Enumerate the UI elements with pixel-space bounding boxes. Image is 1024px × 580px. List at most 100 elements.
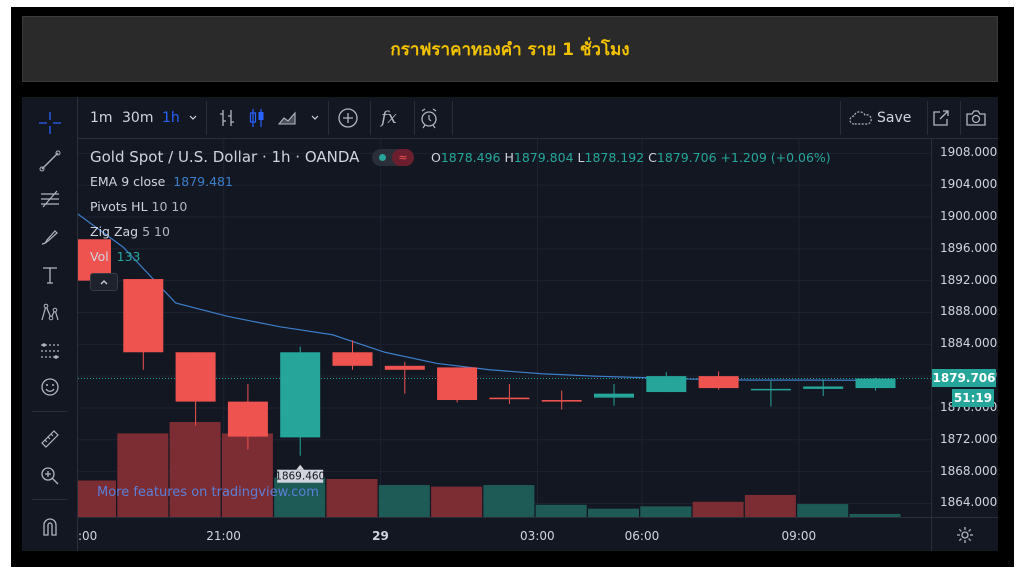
measure-lines-icon[interactable]: [34, 337, 66, 365]
tradingview-watermark[interactable]: More features on tradingview.com: [97, 485, 319, 500]
candle-body: [227, 401, 268, 437]
candle-body: [698, 376, 739, 389]
zigzag-indicator-legend[interactable]: Zig Zag 5 10: [90, 224, 170, 239]
ema-indicator-legend[interactable]: EMA 9 close 1879.481: [90, 174, 233, 189]
pivot-low-label: 1869.460: [275, 471, 325, 483]
symbol-title: Gold Spot / U.S. Dollar · 1h · OANDA: [90, 148, 360, 166]
toolbar-separator: [927, 101, 928, 135]
price-chart[interactable]: 1869.460: [78, 139, 931, 517]
ruler-icon[interactable]: [34, 425, 66, 453]
price-tick-label: 1884.000: [940, 336, 998, 351]
save-button[interactable]: Save: [848, 97, 911, 139]
time-tick-label: 06:00: [624, 529, 660, 543]
share-icon[interactable]: [931, 97, 951, 139]
pivot-low-marker: [296, 464, 305, 470]
volume-bar: [78, 480, 116, 517]
volume-bar: [744, 494, 796, 517]
candle-body: [123, 279, 164, 353]
time-tick-label: 21:00: [206, 529, 241, 543]
volume-bar: [483, 485, 535, 517]
toolbar-separator: [206, 101, 207, 135]
last-price-tag: 1879.706: [932, 369, 996, 388]
volume-bar: [326, 479, 378, 517]
chart-settings-button[interactable]: [931, 517, 998, 551]
crosshair-icon[interactable]: [34, 109, 66, 137]
toolbar-divider: [32, 499, 68, 500]
camera-icon[interactable]: [965, 97, 987, 139]
candle-body: [855, 378, 896, 389]
toolbar-separator: [452, 101, 453, 135]
alert-icon[interactable]: [418, 97, 440, 139]
candle-body: [489, 397, 530, 400]
price-tick-label: 1868.000: [940, 463, 998, 478]
toolbar-separator: [414, 101, 415, 135]
price-tick-label: 1904.000: [940, 177, 998, 192]
toolbar-separator: [328, 101, 329, 135]
interval-chevron-down-icon[interactable]: [188, 97, 198, 139]
volume-bar: [692, 501, 744, 517]
price-tick-label: 1864.000: [940, 495, 998, 510]
candle-body: [541, 400, 582, 402]
toolbar-divider: [32, 411, 68, 412]
candle-body: [803, 386, 844, 389]
fib-icon[interactable]: [34, 185, 66, 213]
cloud-icon: [849, 111, 872, 125]
countdown-tag: 51:19: [952, 389, 994, 408]
volume-bar: [535, 504, 587, 517]
pivots-indicator-legend[interactable]: Pivots HL 10 10: [90, 199, 188, 214]
candle-body: [384, 365, 425, 370]
pivot-low-label-bg: [277, 469, 324, 483]
volume-bar: [431, 486, 483, 517]
function-button[interactable]: fx: [381, 108, 397, 128]
candle-body: [594, 393, 634, 398]
bar-style-icon[interactable]: [218, 97, 236, 139]
candle-body: [175, 352, 216, 402]
interval-30m[interactable]: 30m: [122, 110, 154, 126]
add-indicator-icon[interactable]: [337, 97, 359, 139]
zoom-icon[interactable]: [34, 462, 66, 490]
volume-bar: [797, 504, 849, 517]
volume-bar: [378, 485, 430, 517]
toolbar-separator: [840, 101, 841, 135]
brush-icon[interactable]: [34, 223, 66, 251]
candle-style-icon[interactable]: [248, 97, 266, 139]
interval-1h[interactable]: 1h: [162, 110, 180, 126]
volume-bar: [588, 508, 639, 517]
volume-bar: [849, 513, 901, 517]
style-chevron-down-icon[interactable]: [310, 97, 320, 139]
drawing-toolbar: [22, 97, 78, 551]
banner-title: กราฟราคาทองคำ ราย 1 ชั่วโมง: [390, 39, 630, 60]
page-banner: กราฟราคาทองคำ ราย 1 ชั่วโมง: [22, 16, 998, 82]
market-open-dot: [379, 154, 386, 161]
volume-bar: [169, 422, 221, 517]
ohlc-readout: O1878.496 H1879.804 L1878.192 C1879.706 …: [431, 150, 831, 165]
price-tick-label: 1892.000: [940, 272, 998, 287]
price-tick-label: 1888.000: [940, 304, 998, 319]
collapse-legend-button[interactable]: [90, 273, 118, 291]
delayed-data-icon: ≈: [392, 149, 414, 166]
price-tick-label: 1908.000: [940, 145, 998, 160]
candle-body: [750, 388, 791, 391]
price-tick-label: 1896.000: [940, 240, 998, 255]
text-icon[interactable]: [34, 261, 66, 289]
volume-indicator-legend[interactable]: Vol 133: [90, 249, 141, 264]
pattern-icon[interactable]: [34, 299, 66, 327]
magnet-icon[interactable]: [34, 513, 66, 541]
toolbar-separator: [960, 101, 961, 135]
price-tick-label: 1872.000: [940, 431, 998, 446]
settings-icon: [957, 526, 973, 543]
toolbar-separator: [370, 101, 371, 135]
candle-body: [280, 352, 321, 438]
candle-body: [646, 376, 687, 393]
time-axis[interactable]: :00 21:00 29 03:00 06:00 09:00: [78, 517, 931, 551]
time-tick-label: :00: [78, 529, 98, 543]
volume-bar: [640, 506, 692, 517]
interval-1m[interactable]: 1m: [90, 110, 113, 126]
chevron-up-icon: [100, 280, 108, 285]
volume-bar: [117, 433, 169, 517]
price-axis[interactable]: 1908.000 1904.000 1900.000 1896.000 1892.000…: [931, 139, 998, 517]
time-tick-label: 29: [372, 529, 389, 543]
trend-line-icon[interactable]: [34, 147, 66, 175]
emoji-icon[interactable]: [34, 373, 66, 401]
area-style-icon[interactable]: [277, 97, 299, 139]
